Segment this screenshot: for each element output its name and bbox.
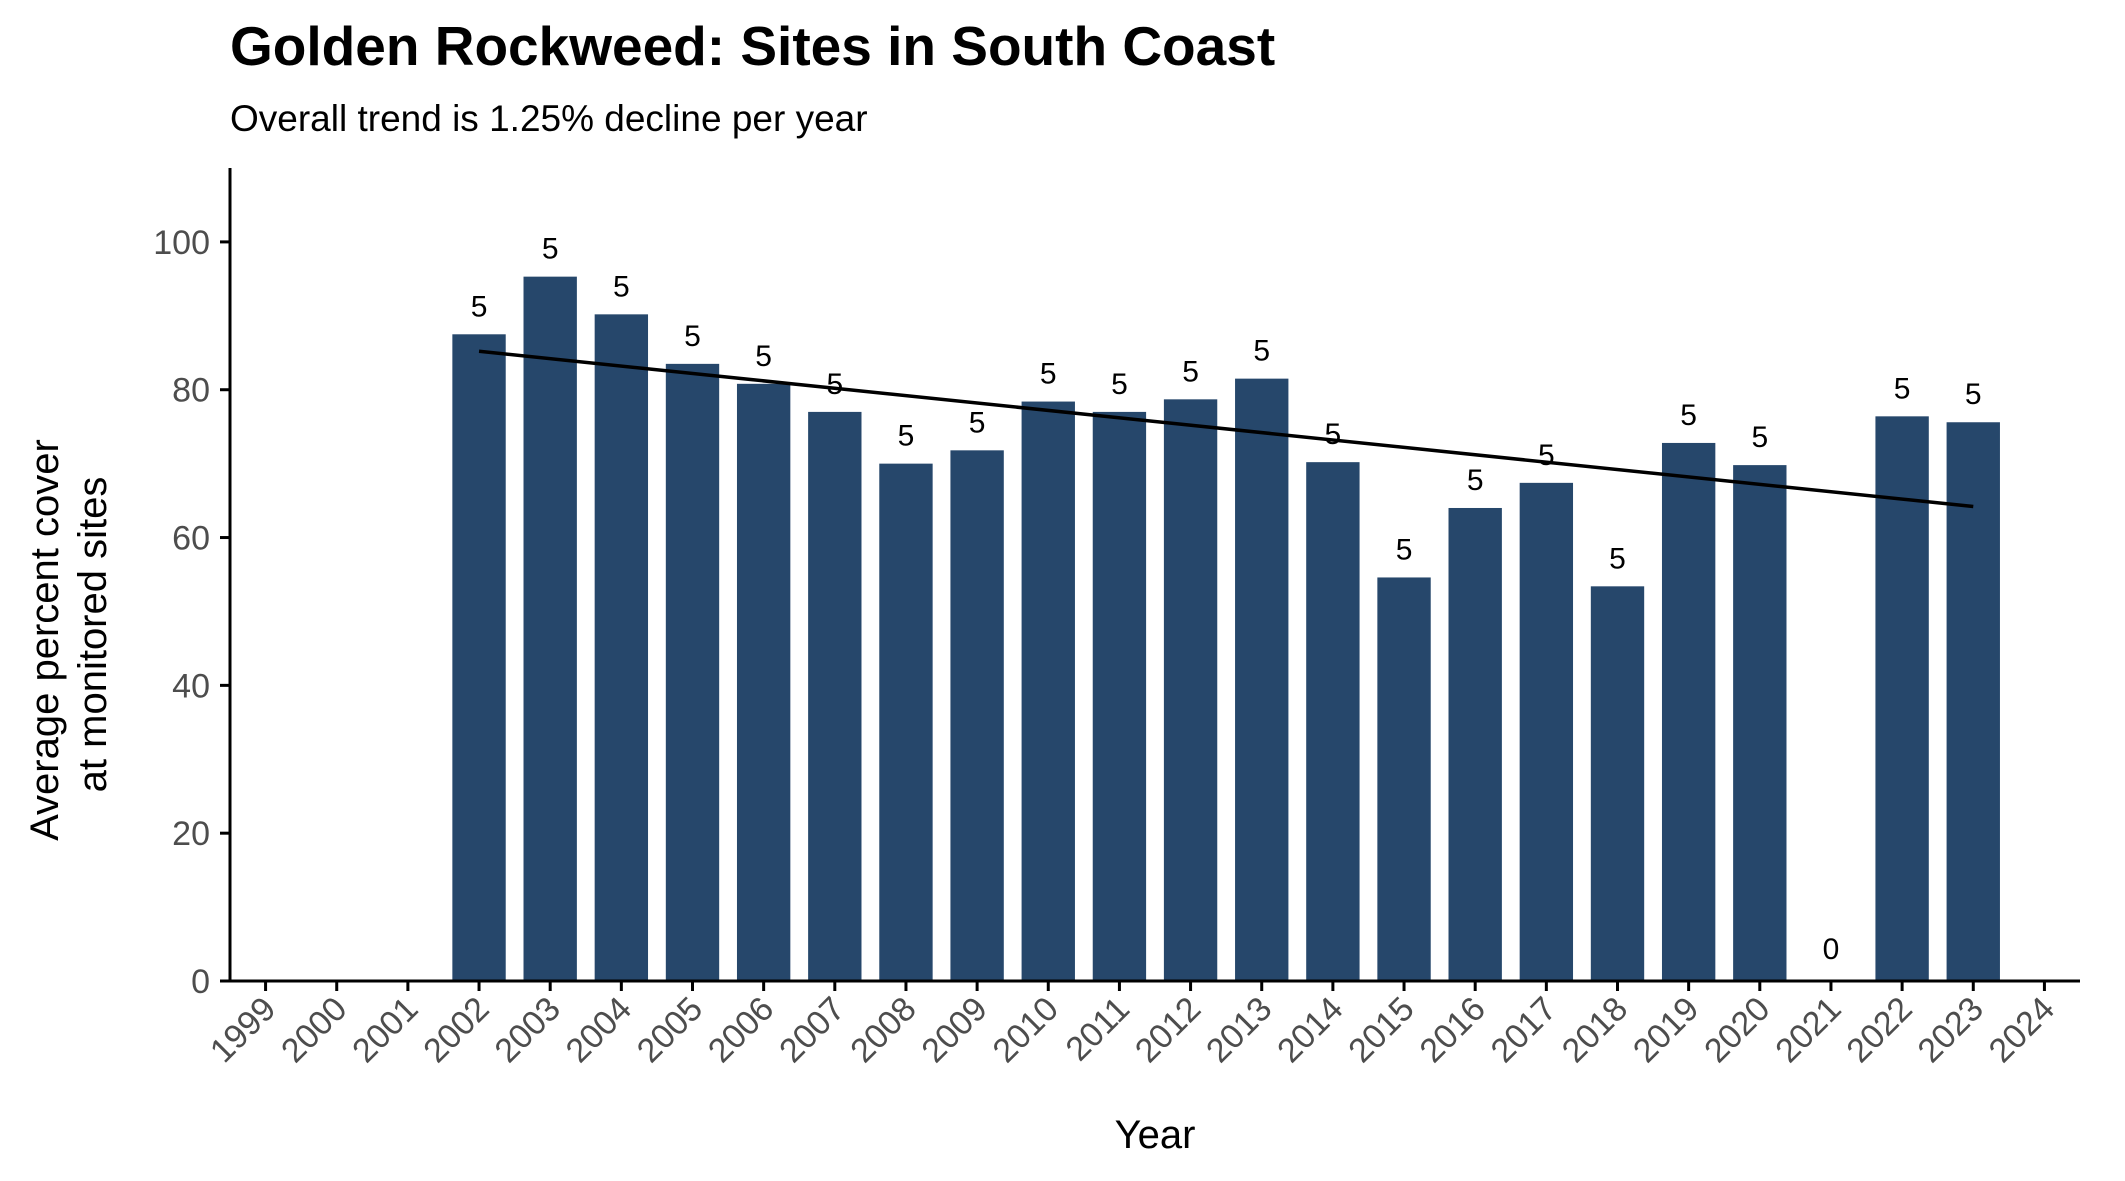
bar-data-label: 5 bbox=[1680, 399, 1697, 432]
trend-line bbox=[478, 349, 1974, 509]
y-axis-title-line-2: at monitored sites bbox=[71, 477, 115, 793]
x-tick-label: 2022 bbox=[1839, 990, 1919, 1070]
bar-data-label: 5 bbox=[1609, 542, 1626, 575]
bar bbox=[736, 383, 791, 981]
bar bbox=[1875, 416, 1929, 981]
x-tick-label: 2018 bbox=[1555, 990, 1635, 1070]
bar-data-label: 5 bbox=[1182, 355, 1199, 388]
x-tick-label: 2014 bbox=[1270, 990, 1350, 1070]
x-tick-label: 2013 bbox=[1199, 990, 1279, 1070]
bar bbox=[1092, 411, 1147, 981]
x-tick-label: 2003 bbox=[487, 990, 567, 1070]
chart-subtitle: Overall trend is 1.25% decline per year bbox=[230, 98, 868, 139]
chart-title: Golden Rockweed: Sites in South Coast bbox=[230, 15, 1276, 77]
bar bbox=[1448, 507, 1502, 981]
y-tick-label: 0 bbox=[191, 963, 210, 1001]
bar-data-label: 5 bbox=[1253, 335, 1270, 368]
x-tick-label: 1999 bbox=[203, 990, 283, 1070]
x-tick-label: 2010 bbox=[986, 990, 1066, 1070]
y-tick-label: 40 bbox=[172, 667, 210, 705]
x-tick-label: 2012 bbox=[1128, 990, 1208, 1070]
bar bbox=[879, 463, 933, 981]
bar-data-label: 5 bbox=[1751, 421, 1768, 454]
bar-data-label: 5 bbox=[1467, 464, 1484, 497]
x-tick-label: 2007 bbox=[772, 990, 852, 1070]
bar bbox=[1590, 586, 1645, 981]
bar-data-label: 5 bbox=[613, 270, 630, 303]
bar-data-label: 5 bbox=[898, 420, 915, 453]
bar bbox=[1235, 378, 1289, 982]
bar-data-label: 5 bbox=[1111, 368, 1128, 401]
x-tick-label: 2001 bbox=[345, 990, 425, 1070]
bar bbox=[523, 276, 577, 981]
x-tick-label: 2005 bbox=[630, 990, 710, 1070]
bar bbox=[594, 314, 649, 982]
bar-data-label: 5 bbox=[755, 340, 772, 373]
x-tick-label: 2023 bbox=[1911, 990, 1991, 1070]
bar bbox=[1306, 462, 1360, 981]
bar-data-label: 5 bbox=[969, 406, 986, 439]
y-axis-title-line-1: Average percent cover bbox=[23, 439, 67, 841]
bar bbox=[950, 450, 1004, 981]
x-tick-label: 2006 bbox=[701, 990, 781, 1070]
x-tick-label: 2009 bbox=[914, 990, 994, 1070]
x-tick-label: 2002 bbox=[416, 990, 496, 1070]
y-axis-title: Average percent cover at monitored sites bbox=[23, 428, 115, 841]
bar bbox=[1733, 465, 1787, 982]
bar bbox=[1946, 422, 2000, 981]
bar bbox=[1519, 482, 1574, 981]
bar-data-label: 5 bbox=[684, 320, 701, 353]
bar bbox=[808, 411, 862, 981]
x-tick-label: 2011 bbox=[1059, 990, 1138, 1069]
bar-data-label: 5 bbox=[471, 290, 488, 323]
x-tick-label: 2000 bbox=[274, 990, 354, 1070]
x-tick-label: 2016 bbox=[1412, 990, 1492, 1070]
x-tick-label: 2019 bbox=[1626, 990, 1706, 1070]
bar-data-label: 5 bbox=[1538, 439, 1555, 472]
y-tick-label: 100 bbox=[153, 224, 210, 262]
bars bbox=[452, 276, 2000, 982]
bar-data-labels: 5 5 5 5 5 5 5 5 5 5 5 5 5 5 5 5 5 5 5 0 5 5 bbox=[471, 233, 1982, 966]
bar bbox=[1021, 401, 1075, 981]
y-axis-ticks: 0 20 40 60 80 100 bbox=[153, 224, 230, 1001]
bar-data-label: 5 bbox=[1894, 372, 1911, 405]
x-tick-label: 2015 bbox=[1341, 990, 1421, 1070]
x-tick-label: 2017 bbox=[1484, 990, 1564, 1070]
x-tick-label: 2004 bbox=[559, 990, 639, 1070]
bar-data-label: 0 bbox=[1823, 933, 1840, 966]
bar bbox=[1661, 442, 1716, 982]
bar bbox=[1163, 399, 1218, 981]
bar bbox=[665, 363, 720, 981]
bar-data-label: 5 bbox=[1396, 533, 1413, 566]
bar-data-label: 5 bbox=[1040, 358, 1057, 391]
bar-data-label: 5 bbox=[826, 368, 843, 401]
x-tick-label: 2008 bbox=[843, 990, 923, 1070]
x-tick-label: 2020 bbox=[1697, 990, 1777, 1070]
bar bbox=[452, 334, 506, 982]
bar-data-label: 5 bbox=[542, 233, 559, 266]
y-tick-label: 20 bbox=[172, 815, 210, 853]
y-tick-label: 80 bbox=[172, 372, 210, 410]
bar bbox=[1377, 577, 1431, 981]
bar-data-label: 5 bbox=[1325, 418, 1342, 451]
x-axis-title: Year bbox=[1115, 1113, 1196, 1157]
x-tick-label: 2021 bbox=[1768, 990, 1848, 1070]
y-tick-label: 60 bbox=[172, 520, 210, 558]
bar-data-label: 5 bbox=[1965, 378, 1982, 411]
x-axis-ticks: 1999200020012002200320042005200620072008… bbox=[203, 981, 2062, 1070]
x-tick-label: 2024 bbox=[1982, 990, 2062, 1070]
